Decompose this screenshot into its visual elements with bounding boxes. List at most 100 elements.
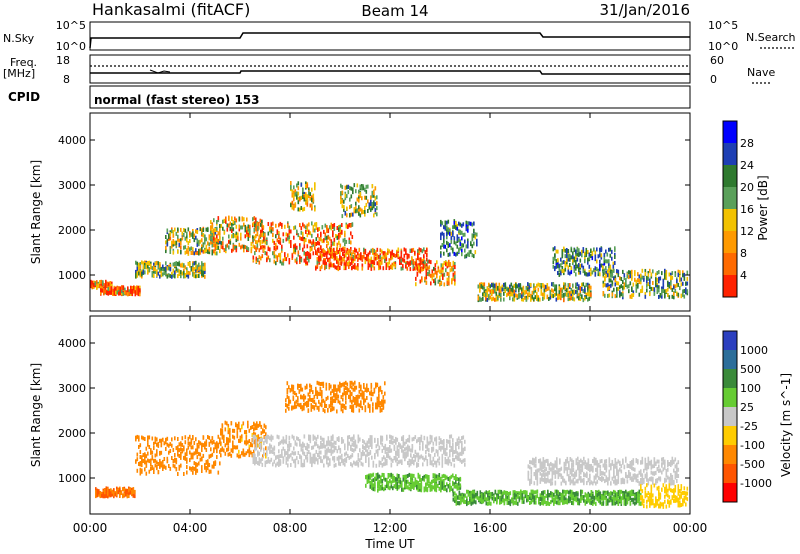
power-cell: [587, 260, 589, 265]
velocity-cell: [171, 456, 173, 460]
power-cell: [320, 231, 322, 236]
velocity-cell: [236, 423, 239, 428]
power-cell: [391, 265, 394, 270]
power-cell: [299, 207, 301, 212]
velocity-cell: [339, 385, 341, 390]
power-cell: [324, 250, 326, 255]
power-cell: [575, 262, 577, 267]
power-cell: [250, 249, 253, 254]
power-cell: [308, 222, 310, 227]
power-cell: [235, 234, 238, 239]
power-cell: [208, 247, 211, 252]
velocity-cell: [462, 450, 465, 455]
velocity-cell: [282, 446, 285, 451]
power-cell: [673, 295, 675, 300]
power-cell: [455, 241, 457, 246]
velocity-cell: [309, 459, 312, 464]
velocity-cell: [390, 462, 393, 467]
power-cell: [100, 279, 103, 284]
power-cell: [596, 267, 598, 271]
power-cell: [373, 213, 375, 218]
power-cell: [417, 256, 419, 261]
power-cell: [199, 248, 202, 253]
power-cell: [649, 285, 651, 289]
velocity-cell: [223, 448, 225, 453]
velocity-cell: [172, 448, 175, 452]
velocity-cell: [308, 434, 310, 439]
power-cell: [677, 273, 680, 278]
power-cell: [441, 231, 444, 236]
power-cell: [555, 264, 558, 269]
power-cell: [582, 247, 585, 252]
power-cell: [259, 240, 262, 244]
power-cell: [594, 257, 597, 262]
power-cell: [302, 222, 304, 227]
velocity-cell: [375, 384, 377, 389]
velocity-cell: [449, 453, 451, 458]
power-cell: [296, 257, 298, 262]
power-cell: [340, 261, 343, 266]
power-cell: [340, 183, 342, 188]
power-cell: [210, 230, 212, 235]
power-cell: [178, 262, 181, 267]
power-cell: [261, 223, 263, 228]
power-cell: [300, 226, 303, 231]
power-cell: [476, 232, 478, 237]
power-cell: [202, 228, 205, 232]
power-cell: [608, 263, 610, 268]
power-cell: [482, 296, 484, 301]
velocity-cell: [180, 447, 182, 452]
power-cell: [573, 269, 576, 273]
power-cell: [303, 194, 306, 199]
velocity-cell: [377, 488, 379, 493]
power-cell: [294, 243, 297, 248]
power-cell: [470, 242, 472, 247]
power-cell: [330, 243, 333, 248]
power-cell: [178, 242, 181, 247]
power-cell: [531, 290, 534, 295]
power-cell: [440, 251, 442, 256]
velocity-cell: [402, 451, 405, 456]
velocity-cell: [368, 457, 370, 462]
power-cell: [609, 253, 612, 258]
power-cell: [228, 223, 230, 228]
power-cell: [127, 292, 129, 297]
power-cell: [534, 286, 537, 291]
power-cell: [141, 260, 143, 265]
power-cell: [190, 266, 193, 271]
power-cell: [661, 271, 663, 276]
velocity-cell: [184, 455, 187, 460]
velocity-cell: [261, 437, 264, 442]
power-cell: [346, 213, 348, 218]
power-cell: [339, 243, 342, 248]
power-cell: [421, 267, 423, 272]
power-cell: [135, 269, 137, 274]
power-cell: [569, 283, 571, 287]
velocity-cell: [145, 454, 148, 459]
power-cell: [312, 251, 315, 256]
power-cell: [376, 253, 379, 258]
velocity-cell: [354, 439, 357, 444]
power-cell: [560, 257, 562, 262]
power-cell: [340, 200, 342, 205]
power-cell: [276, 230, 279, 235]
velocity-cell: [211, 464, 214, 469]
velocity-cell: [393, 456, 396, 461]
power-cell: [465, 227, 468, 232]
power-cell: [252, 235, 254, 240]
power-cell: [426, 257, 428, 262]
power-cell: [561, 293, 564, 298]
velocity-cell: [369, 442, 372, 447]
velocity-cell: [360, 387, 362, 392]
power-cell: [358, 189, 360, 194]
velocity-cell: [455, 442, 457, 447]
power-cell: [588, 255, 591, 260]
power-cell: [569, 263, 571, 267]
power-cell: [172, 273, 175, 278]
freq-tick-top: 18: [56, 54, 70, 67]
velocity-cell: [259, 421, 261, 426]
power-cell: [294, 225, 297, 230]
power-cell: [303, 258, 306, 263]
power-cell: [349, 197, 351, 202]
power-cell: [447, 241, 450, 246]
